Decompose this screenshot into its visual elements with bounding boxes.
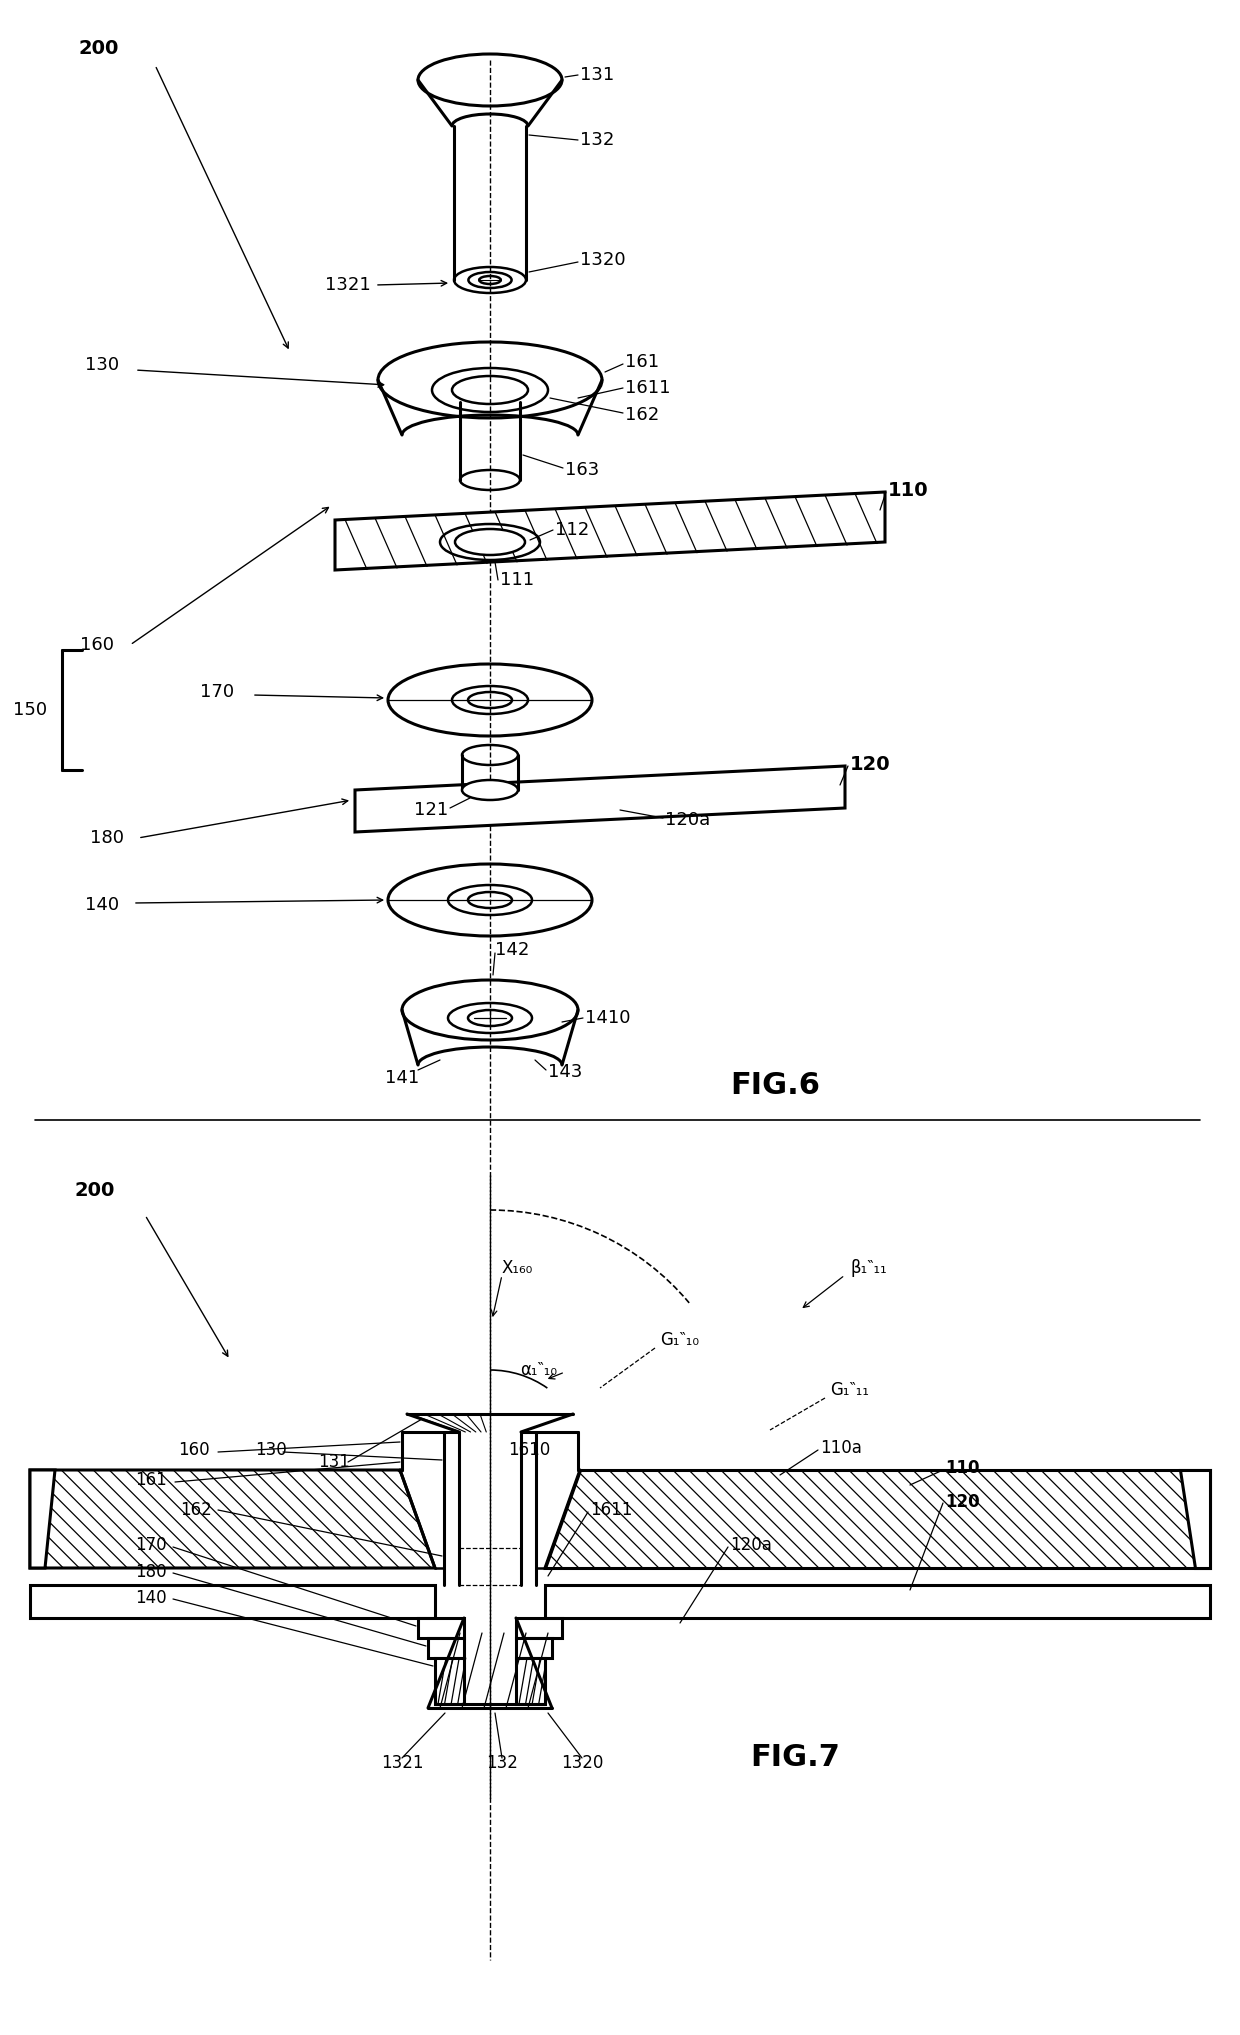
Text: β₁‶₁₁: β₁‶₁₁: [849, 1260, 887, 1278]
Text: 111: 111: [500, 572, 534, 588]
Text: 1321: 1321: [381, 1754, 423, 1772]
Text: FIG.6: FIG.6: [730, 1070, 820, 1099]
Text: 1611: 1611: [590, 1502, 632, 1518]
Text: 180: 180: [91, 828, 124, 847]
Text: 120: 120: [945, 1494, 980, 1512]
Text: X₁₆₀: X₁₆₀: [502, 1260, 533, 1278]
Polygon shape: [30, 1585, 435, 1618]
Polygon shape: [516, 1618, 562, 1638]
Text: 140: 140: [86, 895, 119, 914]
Text: G₁‶₁₁: G₁‶₁₁: [830, 1382, 869, 1398]
Polygon shape: [428, 1638, 464, 1659]
Text: G₁‶₁₀: G₁‶₁₀: [660, 1331, 699, 1349]
Text: 110: 110: [945, 1459, 980, 1477]
Text: 1320: 1320: [580, 250, 626, 269]
Polygon shape: [516, 1638, 552, 1659]
Polygon shape: [418, 1618, 464, 1638]
Text: 163: 163: [565, 462, 599, 478]
Text: 143: 143: [548, 1062, 583, 1081]
Polygon shape: [435, 1659, 464, 1703]
Polygon shape: [546, 1585, 1210, 1618]
Text: 132: 132: [486, 1754, 518, 1772]
Text: 120a: 120a: [665, 812, 711, 828]
Text: 120: 120: [849, 755, 890, 773]
Text: 112: 112: [556, 521, 589, 539]
Polygon shape: [335, 492, 885, 570]
Text: 1611: 1611: [625, 379, 671, 397]
Text: 110: 110: [888, 480, 929, 499]
Text: 131: 131: [580, 65, 614, 83]
Text: 130: 130: [86, 356, 119, 374]
Text: 1320: 1320: [560, 1754, 603, 1772]
Text: 130: 130: [255, 1441, 286, 1459]
Polygon shape: [546, 1469, 1210, 1569]
Text: 131: 131: [317, 1453, 350, 1471]
Text: 161: 161: [625, 352, 660, 370]
Polygon shape: [30, 1469, 435, 1569]
Polygon shape: [516, 1659, 546, 1703]
Text: 170: 170: [135, 1536, 166, 1555]
Text: 150: 150: [12, 700, 47, 718]
Text: 141: 141: [384, 1068, 419, 1087]
Text: 160: 160: [179, 1441, 210, 1459]
Text: α₁‶₁₀: α₁‶₁₀: [520, 1361, 557, 1380]
Text: 200: 200: [78, 39, 118, 57]
Polygon shape: [1180, 1469, 1210, 1569]
Text: 161: 161: [135, 1471, 166, 1490]
Text: 142: 142: [495, 940, 529, 958]
Text: 110a: 110a: [820, 1439, 862, 1457]
Text: 1610: 1610: [508, 1441, 551, 1459]
Polygon shape: [355, 765, 844, 832]
Ellipse shape: [463, 779, 518, 800]
Text: 160: 160: [81, 637, 114, 653]
Text: FIG.7: FIG.7: [750, 1744, 839, 1772]
Text: 200: 200: [74, 1180, 115, 1199]
Ellipse shape: [455, 529, 525, 556]
Text: 121: 121: [414, 802, 448, 818]
Text: 1410: 1410: [585, 1009, 630, 1028]
Text: 132: 132: [580, 130, 614, 149]
Polygon shape: [30, 1469, 55, 1569]
Text: 120a: 120a: [730, 1536, 771, 1555]
Text: 1321: 1321: [325, 277, 371, 293]
Text: 180: 180: [135, 1563, 166, 1581]
Text: 140: 140: [135, 1589, 166, 1608]
Text: 162: 162: [180, 1502, 212, 1518]
Text: 162: 162: [625, 407, 660, 423]
Text: 170: 170: [200, 684, 234, 700]
